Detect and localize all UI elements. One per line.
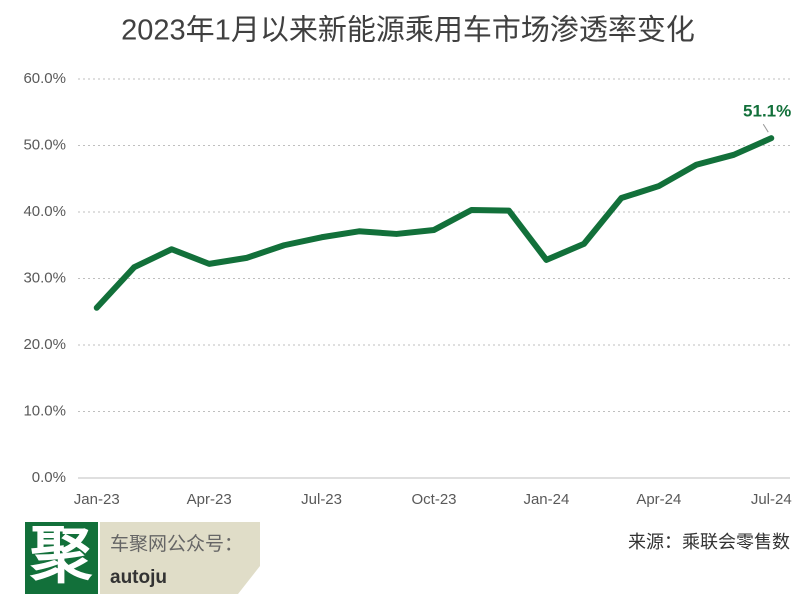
x-tick-label: Apr-23 — [187, 491, 232, 508]
brand-account: 车聚网公众号： — [110, 533, 243, 555]
brand-name: autoju — [110, 567, 167, 588]
y-tick-label: 60.0% — [23, 70, 66, 87]
chart-title: 2023年1月以来新能源乘用车市场渗透率变化 — [121, 14, 695, 47]
y-tick-label: 50.0% — [23, 136, 66, 153]
y-tick-label: 20.0% — [23, 336, 66, 353]
label-leader — [762, 123, 769, 133]
data-label: 51.1% — [743, 102, 791, 121]
x-tick-label: Jan-23 — [74, 491, 120, 508]
x-tick-label: Jul-23 — [301, 491, 342, 508]
y-tick-label: 40.0% — [23, 203, 66, 220]
x-tick-label: Jul-24 — [751, 491, 792, 508]
x-tick-label: Jan-24 — [523, 491, 569, 508]
x-tick-label: Oct-23 — [411, 491, 456, 508]
logo: 聚 — [29, 521, 93, 590]
brand-box — [100, 522, 260, 594]
line — [93, 135, 775, 311]
y-tick-label: 0.0% — [32, 469, 66, 486]
x-tick-label: Apr-24 — [636, 491, 681, 508]
y-tick-label: 10.0% — [23, 402, 66, 419]
y-tick-label: 30.0% — [23, 269, 66, 286]
source-note: 来源：乘联会零售数 — [628, 532, 790, 552]
logo-box — [25, 522, 98, 594]
